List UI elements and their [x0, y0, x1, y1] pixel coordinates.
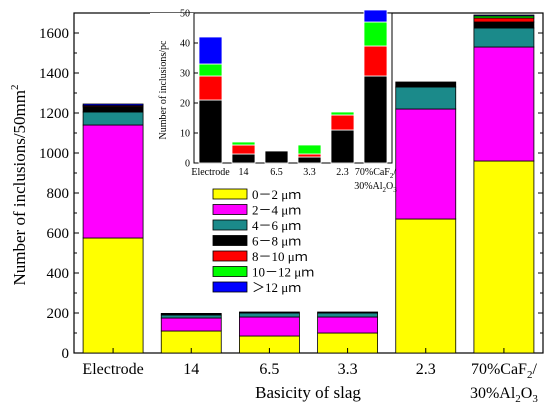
inset-bar-segment	[231, 144, 256, 155]
inset-x-tick-label: 6.5	[270, 167, 283, 178]
inset-bar-segment	[363, 9, 388, 23]
legend-swatch	[212, 250, 248, 262]
inset-y-tick-label: 30	[180, 69, 190, 80]
bar-segment	[160, 314, 222, 319]
x-tick-label: Electrode	[82, 361, 143, 378]
y-tick-label: 400	[47, 266, 70, 282]
x-tick-label: 2.3	[416, 361, 436, 378]
inset-bar-segment	[330, 114, 355, 131]
bar-segment	[317, 311, 378, 314]
inset-bar-segment	[297, 144, 322, 155]
inset-x-tick-label: 3.3	[303, 167, 316, 178]
y-tick-label: 200	[47, 306, 70, 322]
inset-bar-segment	[264, 150, 289, 164]
bar-segment	[160, 317, 222, 332]
inset-bar-segment	[363, 45, 388, 77]
legend-label: 6－8 μｍ	[252, 234, 301, 249]
bar-segment	[160, 312, 222, 316]
x-axis-label: Basicity of slag	[255, 383, 361, 402]
y-tick-label: 0	[62, 346, 70, 362]
x-tick-label-line2: 30%Al2O3	[470, 385, 538, 405]
inset-y-tick-label: 50	[180, 9, 190, 20]
inset-bar-segment	[231, 153, 256, 164]
inset-bar-segment	[297, 153, 322, 158]
legend-label: 0－2 μｍ	[252, 187, 301, 202]
bar-segment	[473, 17, 535, 23]
x-tick-label: 14	[183, 361, 199, 378]
inset-y-tick-label: 0	[185, 159, 190, 170]
bar-segment	[239, 311, 300, 314]
y-tick-label: 1200	[39, 106, 69, 122]
inset-bar-segment	[363, 21, 388, 47]
inset-x-tick-label: 70%CaF2/	[355, 167, 397, 180]
legend-label: 10－12 μｍ	[252, 265, 314, 280]
inset-frame	[193, 12, 393, 164]
inset-chart: 0 10 20 30 40 50 Electrode 14 6.5 3.3 2.3 70%CaF2/3…	[150, 9, 397, 194]
legend-swatch	[212, 219, 248, 231]
x-tick-label: 3.3	[338, 361, 358, 378]
bar-segment	[395, 81, 457, 88]
x-tick-label: 70%CaF2/	[471, 361, 537, 381]
bar-segment	[395, 108, 457, 220]
y-axis-label: Number of inclusions/50mm2	[9, 85, 29, 286]
inset-bar-segment	[231, 141, 256, 146]
inset-y-tick-label: 40	[180, 39, 190, 50]
legend-label: 8－10 μｍ	[252, 249, 308, 264]
y-tick-label: 600	[47, 226, 70, 242]
inset-bar-segment	[330, 129, 355, 164]
legend-label: ＞12 μｍ	[252, 280, 301, 295]
bar-segment	[473, 160, 535, 354]
inset-x-tick-label-line2: 30%Al2O3	[354, 181, 397, 194]
inset-y-tick-label: 10	[180, 129, 190, 140]
legend-swatch	[212, 281, 248, 293]
inset-bar-segment	[198, 99, 223, 164]
bar-segment	[473, 21, 535, 29]
legend-swatch	[212, 204, 248, 215]
inset-y-tick-label: 20	[180, 99, 190, 110]
legend-swatch	[212, 235, 248, 246]
y-tick-label: 1400	[39, 66, 69, 82]
legend-swatch	[212, 188, 248, 200]
y-tick-label: 800	[47, 186, 70, 202]
bar-segment	[395, 86, 457, 110]
bar-segment	[239, 312, 300, 318]
bar-segment	[473, 27, 535, 48]
y-tick-label: 1600	[39, 26, 69, 42]
bar-segment	[239, 316, 300, 337]
inset-bar-segment	[198, 63, 223, 77]
bar-segment	[473, 46, 535, 162]
inset-x-tick-label: Electrode	[191, 167, 230, 178]
bar-segment	[317, 312, 378, 318]
bar-segment	[395, 218, 457, 354]
bar-segment	[82, 106, 144, 113]
legend-swatch	[212, 266, 248, 277]
bar-segment	[82, 237, 144, 354]
inset-bar-segment	[330, 111, 355, 116]
inset-x-tick-label: 14	[239, 167, 249, 178]
inset-y-axis-label: Number of inclusions/pc	[158, 40, 169, 139]
bar-segment	[473, 14, 535, 17]
inset-bar-segment	[297, 156, 322, 164]
inset-x-tick-label: 2.3	[336, 167, 349, 178]
y-tick-label: 1000	[39, 146, 69, 162]
x-tick-label: 6.5	[259, 361, 279, 378]
inset-bar-segment	[363, 75, 388, 164]
bar-segment	[82, 111, 144, 126]
inset-bar-segment	[198, 36, 223, 65]
legend-label: 2－4 μｍ	[252, 203, 301, 218]
bar-segment	[82, 103, 144, 106]
bar-segment	[317, 316, 378, 334]
legend-label: 4－6 μｍ	[252, 218, 301, 233]
bar-segment	[82, 124, 144, 239]
inset-bar-segment	[198, 75, 223, 101]
